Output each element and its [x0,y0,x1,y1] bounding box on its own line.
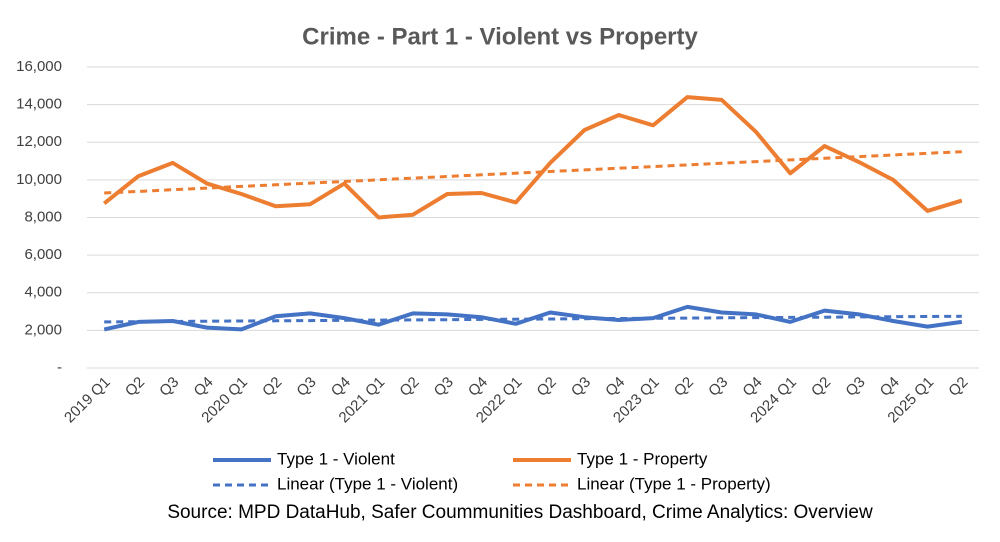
x-tick-label: Q2 [534,374,560,400]
x-tick-label: Q2 [808,374,834,400]
source-note: Source: MPD DataHub, Safer Coummunities … [167,502,873,523]
legend-label: Linear (Type 1 - Violent) [277,474,458,493]
series-line [102,95,963,220]
x-tick-label: Q4 [328,374,354,400]
x-tick-label: Q3 [842,374,868,400]
x-tick-label: Q4 [739,374,765,400]
y-tick-label: 14,000 [16,96,62,113]
x-tick-label: Q2 [671,374,697,400]
x-tick-label: Q3 [705,374,731,400]
x-tick-label: 2019 Q1 [61,374,114,427]
y-tick-label: 16,000 [16,58,62,75]
y-tick-label: 6,000 [24,246,62,263]
x-tick-label: Q2 [945,374,971,400]
x-tick-label: Q4 [877,374,903,400]
x-tick-label: Q2 [259,374,285,400]
x-tick-label: Q3 [156,374,182,400]
legend-label: Type 1 - Violent [277,449,395,468]
x-tick-label: Q3 [568,374,594,400]
y-tick-label: 2,000 [24,321,62,338]
x-tick-label: Q4 [602,374,628,400]
y-tick-label: 10,000 [16,171,62,188]
y-tick-label: 4,000 [24,284,62,301]
chart-title: Crime - Part 1 - Violent vs Property [302,23,698,50]
x-tick-label: Q3 [293,374,319,400]
x-tick-label: Q2 [122,374,148,400]
x-tick-label: Q2 [396,374,422,400]
x-tick-label: Q4 [465,374,491,400]
x-tick-label: Q4 [191,374,217,400]
y-tick-label: 8,000 [24,208,62,225]
trend-line [104,314,962,324]
y-tick-label: 12,000 [16,133,62,150]
x-tick-label: Q3 [431,374,457,400]
series-line [103,304,963,332]
legend-label: Type 1 - Property [577,449,708,468]
trend-line [104,150,962,195]
y-tick-label: - [57,359,62,376]
legend-label: Linear (Type 1 - Property) [577,474,771,493]
